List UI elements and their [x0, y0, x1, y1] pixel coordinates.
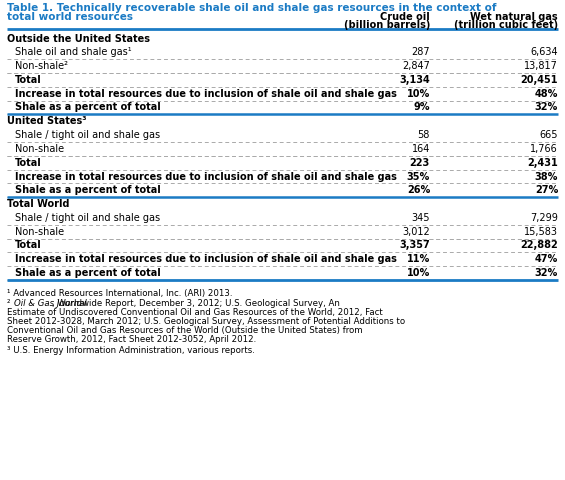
Text: Non-shale: Non-shale — [15, 144, 64, 154]
Text: 26%: 26% — [407, 185, 430, 195]
Text: 47%: 47% — [534, 254, 558, 264]
Text: 3,012: 3,012 — [402, 227, 430, 237]
Text: Increase in total resources due to inclusion of shale oil and shale gas: Increase in total resources due to inclu… — [15, 254, 397, 264]
Text: Wet natural gas: Wet natural gas — [471, 12, 558, 22]
Text: 20,451: 20,451 — [520, 75, 558, 85]
Text: 2,431: 2,431 — [527, 158, 558, 168]
Text: 3,357: 3,357 — [399, 240, 430, 251]
Text: 35%: 35% — [407, 171, 430, 181]
Text: 223: 223 — [410, 158, 430, 168]
Text: Outside the United States: Outside the United States — [7, 34, 150, 44]
Text: 48%: 48% — [534, 89, 558, 99]
Text: 164: 164 — [412, 144, 430, 154]
Text: 287: 287 — [411, 48, 430, 57]
Text: 1,766: 1,766 — [530, 144, 558, 154]
Text: 11%: 11% — [407, 254, 430, 264]
Text: 665: 665 — [540, 130, 558, 140]
Text: 58: 58 — [418, 130, 430, 140]
Text: Shale / tight oil and shale gas: Shale / tight oil and shale gas — [15, 213, 160, 223]
Text: Non-shale: Non-shale — [15, 227, 64, 237]
Text: Table 1. Technically recoverable shale oil and shale gas resources in the contex: Table 1. Technically recoverable shale o… — [7, 3, 497, 13]
Text: 32%: 32% — [534, 103, 558, 112]
Text: 3,134: 3,134 — [399, 75, 430, 85]
Text: Total: Total — [15, 158, 42, 168]
Text: ¹ Advanced Resources International, Inc. (ARI) 2013.: ¹ Advanced Resources International, Inc.… — [7, 289, 233, 298]
Text: 345: 345 — [411, 213, 430, 223]
Text: ²: ² — [7, 299, 13, 308]
Text: (trillion cubic feet): (trillion cubic feet) — [454, 20, 558, 30]
Text: 13,817: 13,817 — [524, 61, 558, 71]
Text: 2,847: 2,847 — [402, 61, 430, 71]
Text: Total: Total — [15, 75, 42, 85]
Text: (billion barrels): (billion barrels) — [344, 20, 430, 30]
Text: 7,299: 7,299 — [530, 213, 558, 223]
Text: Non-shale²: Non-shale² — [15, 61, 68, 71]
Text: 9%: 9% — [414, 103, 430, 112]
Text: 38%: 38% — [534, 171, 558, 181]
Text: Estimate of Undiscovered Conventional Oil and Gas Resources of the World, 2012, : Estimate of Undiscovered Conventional Oi… — [7, 308, 383, 317]
Text: Crude oil: Crude oil — [380, 12, 430, 22]
Text: United States³: United States³ — [7, 116, 86, 126]
Text: 6,634: 6,634 — [531, 48, 558, 57]
Text: Reserve Growth, 2012, Fact Sheet 2012-3052, April 2012.: Reserve Growth, 2012, Fact Sheet 2012-30… — [7, 335, 257, 344]
Text: total world resources: total world resources — [7, 12, 133, 22]
Text: Shale as a percent of total: Shale as a percent of total — [15, 268, 161, 278]
Text: Oil & Gas Journal: Oil & Gas Journal — [15, 299, 87, 308]
Text: 10%: 10% — [407, 89, 430, 99]
Text: , Worldwide Report, December 3, 2012; U.S. Geological Survey, An: , Worldwide Report, December 3, 2012; U.… — [53, 299, 340, 308]
Text: 32%: 32% — [534, 268, 558, 278]
Text: Shale / tight oil and shale gas: Shale / tight oil and shale gas — [15, 130, 160, 140]
Text: Shale as a percent of total: Shale as a percent of total — [15, 185, 161, 195]
Text: ³ U.S. Energy Information Administration, various reports.: ³ U.S. Energy Information Administration… — [7, 346, 255, 355]
Text: Total: Total — [15, 240, 42, 251]
Text: Shale oil and shale gas¹: Shale oil and shale gas¹ — [15, 48, 132, 57]
Text: Shale as a percent of total: Shale as a percent of total — [15, 103, 161, 112]
Text: 15,583: 15,583 — [524, 227, 558, 237]
Text: 10%: 10% — [407, 268, 430, 278]
Text: Conventional Oil and Gas Resources of the World (Outside the United States) from: Conventional Oil and Gas Resources of th… — [7, 326, 363, 335]
Text: Increase in total resources due to inclusion of shale oil and shale gas: Increase in total resources due to inclu… — [15, 89, 397, 99]
Text: Sheet 2012-3028, March 2012; U.S. Geological Survey, Assessment of Potential Add: Sheet 2012-3028, March 2012; U.S. Geolog… — [7, 317, 405, 326]
Text: Total World: Total World — [7, 199, 69, 209]
Text: 22,882: 22,882 — [520, 240, 558, 251]
Text: 27%: 27% — [534, 185, 558, 195]
Text: Increase in total resources due to inclusion of shale oil and shale gas: Increase in total resources due to inclu… — [15, 171, 397, 181]
